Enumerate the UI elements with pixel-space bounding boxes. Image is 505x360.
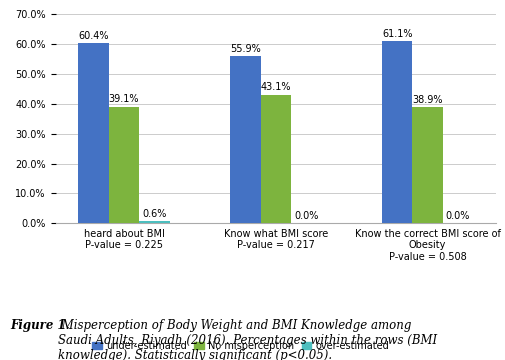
Text: 0.6%: 0.6% bbox=[142, 209, 166, 219]
Bar bbox=[230, 57, 260, 223]
Text: 0.0%: 0.0% bbox=[293, 211, 318, 221]
Text: 60.4%: 60.4% bbox=[78, 31, 109, 41]
Bar bbox=[381, 41, 412, 223]
Text: 43.1%: 43.1% bbox=[260, 82, 290, 92]
Text: 39.1%: 39.1% bbox=[109, 94, 139, 104]
Bar bbox=[260, 95, 290, 223]
Text: 61.1%: 61.1% bbox=[381, 28, 412, 39]
Text: 55.9%: 55.9% bbox=[230, 44, 260, 54]
Legend: under-estimated, No misperception, over-estimated: under-estimated, No misperception, over-… bbox=[88, 337, 392, 354]
Bar bbox=[412, 107, 442, 223]
Text: 0.0%: 0.0% bbox=[445, 211, 469, 221]
Bar bbox=[78, 43, 109, 223]
Bar bbox=[109, 107, 139, 223]
Text: Misperception of Body Weight and BMI Knowledge among
Saudi Adults, Riyadh (2016): Misperception of Body Weight and BMI Kno… bbox=[58, 319, 436, 360]
Text: 38.9%: 38.9% bbox=[412, 95, 442, 105]
Bar bbox=[139, 221, 169, 223]
Text: Figure 1.: Figure 1. bbox=[10, 319, 70, 332]
